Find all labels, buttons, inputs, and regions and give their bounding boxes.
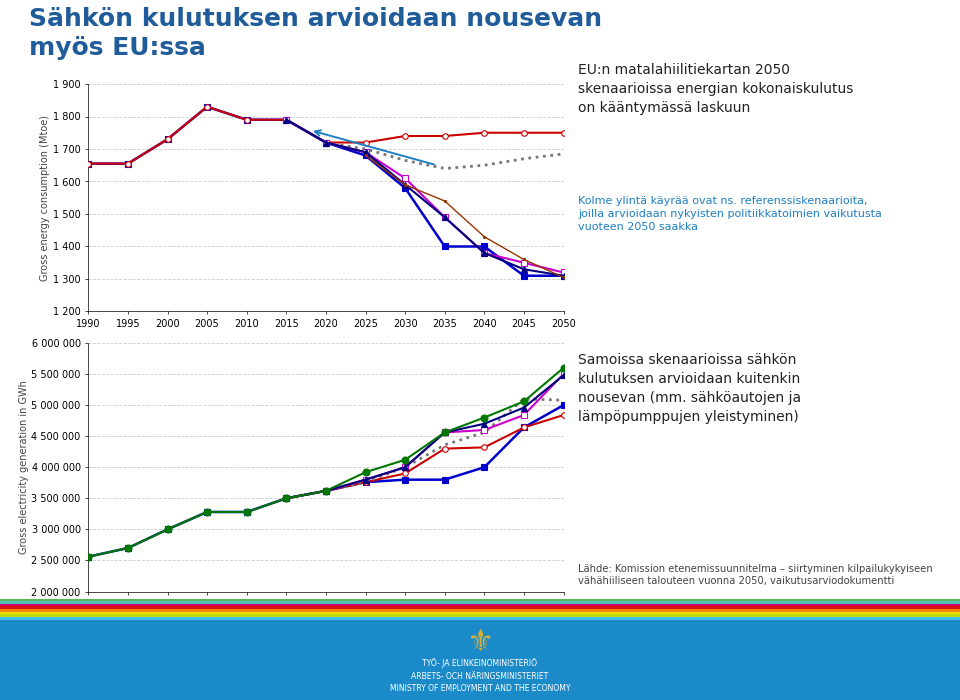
- Y-axis label: Gross electricity generation in GWh: Gross electricity generation in GWh: [18, 380, 29, 554]
- Text: TYÖ- JA ELINKEINOMINISTERIÖ
ARBETS- OCH NÄRINGSMINISTERIET
MINISTRY OF EMPLOYMEN: TYÖ- JA ELINKEINOMINISTERIÖ ARBETS- OCH …: [390, 659, 570, 693]
- Text: Samoissa skenaarioissa sähkön
kulutuksen arvioidaan kuitenkin
nousevan (mm. sähk: Samoissa skenaarioissa sähkön kulutuksen…: [578, 354, 801, 424]
- Text: myös EU:ssa: myös EU:ssa: [29, 36, 205, 60]
- Text: ⚜: ⚜: [467, 627, 493, 657]
- Text: EU:n matalahiilitiekartan 2050
skenaarioissa energian kokonaiskulutus
on kääntym: EU:n matalahiilitiekartan 2050 skenaario…: [578, 63, 853, 115]
- Y-axis label: Gross energy consumption (Mtoe): Gross energy consumption (Mtoe): [40, 115, 50, 281]
- Text: Kolme ylintä käyrää ovat ns. referenssiskenaarioita,
joilla arvioidaan nykyisten: Kolme ylintä käyrää ovat ns. referenssis…: [578, 196, 882, 232]
- Text: Sähkön kulutuksen arvioidaan nousevan: Sähkön kulutuksen arvioidaan nousevan: [29, 7, 602, 31]
- Text: Lähde: Komission etenemissuunnitelma – siirtyminen kilpailukykyiseen
vähähiilise: Lähde: Komission etenemissuunnitelma – s…: [578, 564, 933, 586]
